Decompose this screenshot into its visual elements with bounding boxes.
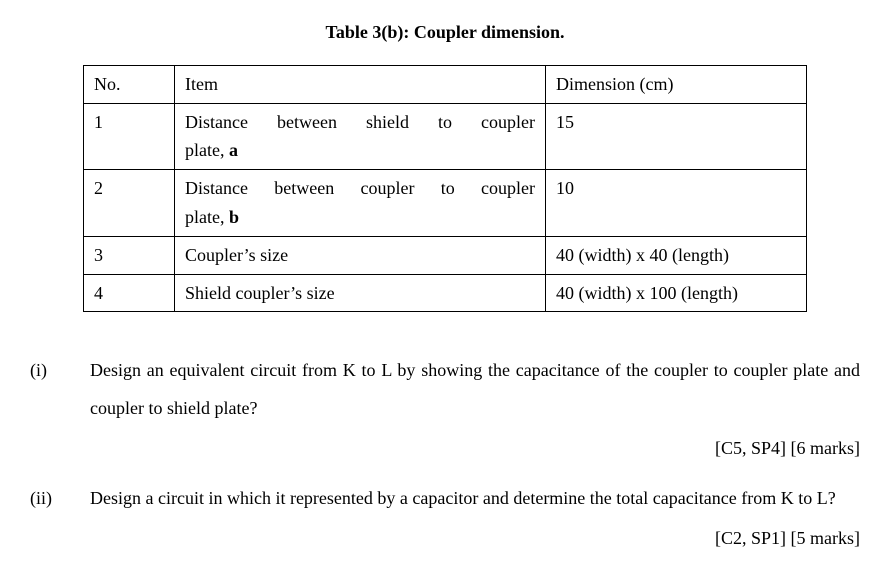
questions-block: (i) Design an equivalent circuit from K …: [30, 352, 860, 557]
table-row: 3 Coupler’s size 40 (width) x 40 (length…: [84, 236, 807, 274]
question-ii: (ii) Design a circuit in which it repres…: [30, 480, 860, 558]
question-marks: [C5, SP4] [6 marks]: [90, 430, 860, 468]
item-line2: plate, b: [185, 203, 535, 232]
item-line2: plate, a: [185, 136, 535, 165]
table-row: 1 Distance between shield to coupler pla…: [84, 103, 807, 170]
item-line2-prefix: plate,: [185, 207, 229, 227]
cell-item: Distance between coupler to coupler plat…: [175, 170, 546, 237]
question-label: (ii): [30, 480, 90, 558]
question-marks: [C2, SP1] [5 marks]: [90, 520, 860, 558]
item-line1: Distance between coupler to coupler: [185, 174, 535, 203]
cell-no: 2: [84, 170, 175, 237]
question-text: Design a circuit in which it represented…: [90, 488, 836, 508]
cell-dim: 15: [546, 103, 807, 170]
table-header-row: No. Item Dimension (cm): [84, 65, 807, 103]
cell-dim: 40 (width) x 40 (length): [546, 236, 807, 274]
question-label: (i): [30, 352, 90, 467]
item-line1: Distance between shield to coupler: [185, 108, 535, 137]
col-header-item: Item: [175, 65, 546, 103]
question-body: Design a circuit in which it represented…: [90, 480, 860, 558]
cell-item: Shield coupler’s size: [175, 274, 546, 312]
cell-no: 4: [84, 274, 175, 312]
cell-no: 3: [84, 236, 175, 274]
col-header-dim: Dimension (cm): [546, 65, 807, 103]
item-line2-prefix: plate,: [185, 140, 229, 160]
col-header-no: No.: [84, 65, 175, 103]
cell-dim: 40 (width) x 100 (length): [546, 274, 807, 312]
table-row: 4 Shield coupler’s size 40 (width) x 100…: [84, 274, 807, 312]
cell-item: Distance between shield to coupler plate…: [175, 103, 546, 170]
cell-dim: 10: [546, 170, 807, 237]
item-line2-bold: a: [229, 140, 238, 160]
item-line2-bold: b: [229, 207, 239, 227]
table-row: 2 Distance between coupler to coupler pl…: [84, 170, 807, 237]
item-line1: Coupler’s size: [185, 241, 535, 270]
table-caption: Table 3(b): Coupler dimension.: [30, 18, 860, 47]
document-page: Table 3(b): Coupler dimension. No. Item …: [0, 0, 890, 579]
cell-no: 1: [84, 103, 175, 170]
dimension-table: No. Item Dimension (cm) 1 Distance betwe…: [83, 65, 807, 313]
item-line1: Shield coupler’s size: [185, 279, 535, 308]
cell-item: Coupler’s size: [175, 236, 546, 274]
question-text: Design an equivalent circuit from K to L…: [90, 360, 860, 418]
question-body: Design an equivalent circuit from K to L…: [90, 352, 860, 467]
question-i: (i) Design an equivalent circuit from K …: [30, 352, 860, 467]
